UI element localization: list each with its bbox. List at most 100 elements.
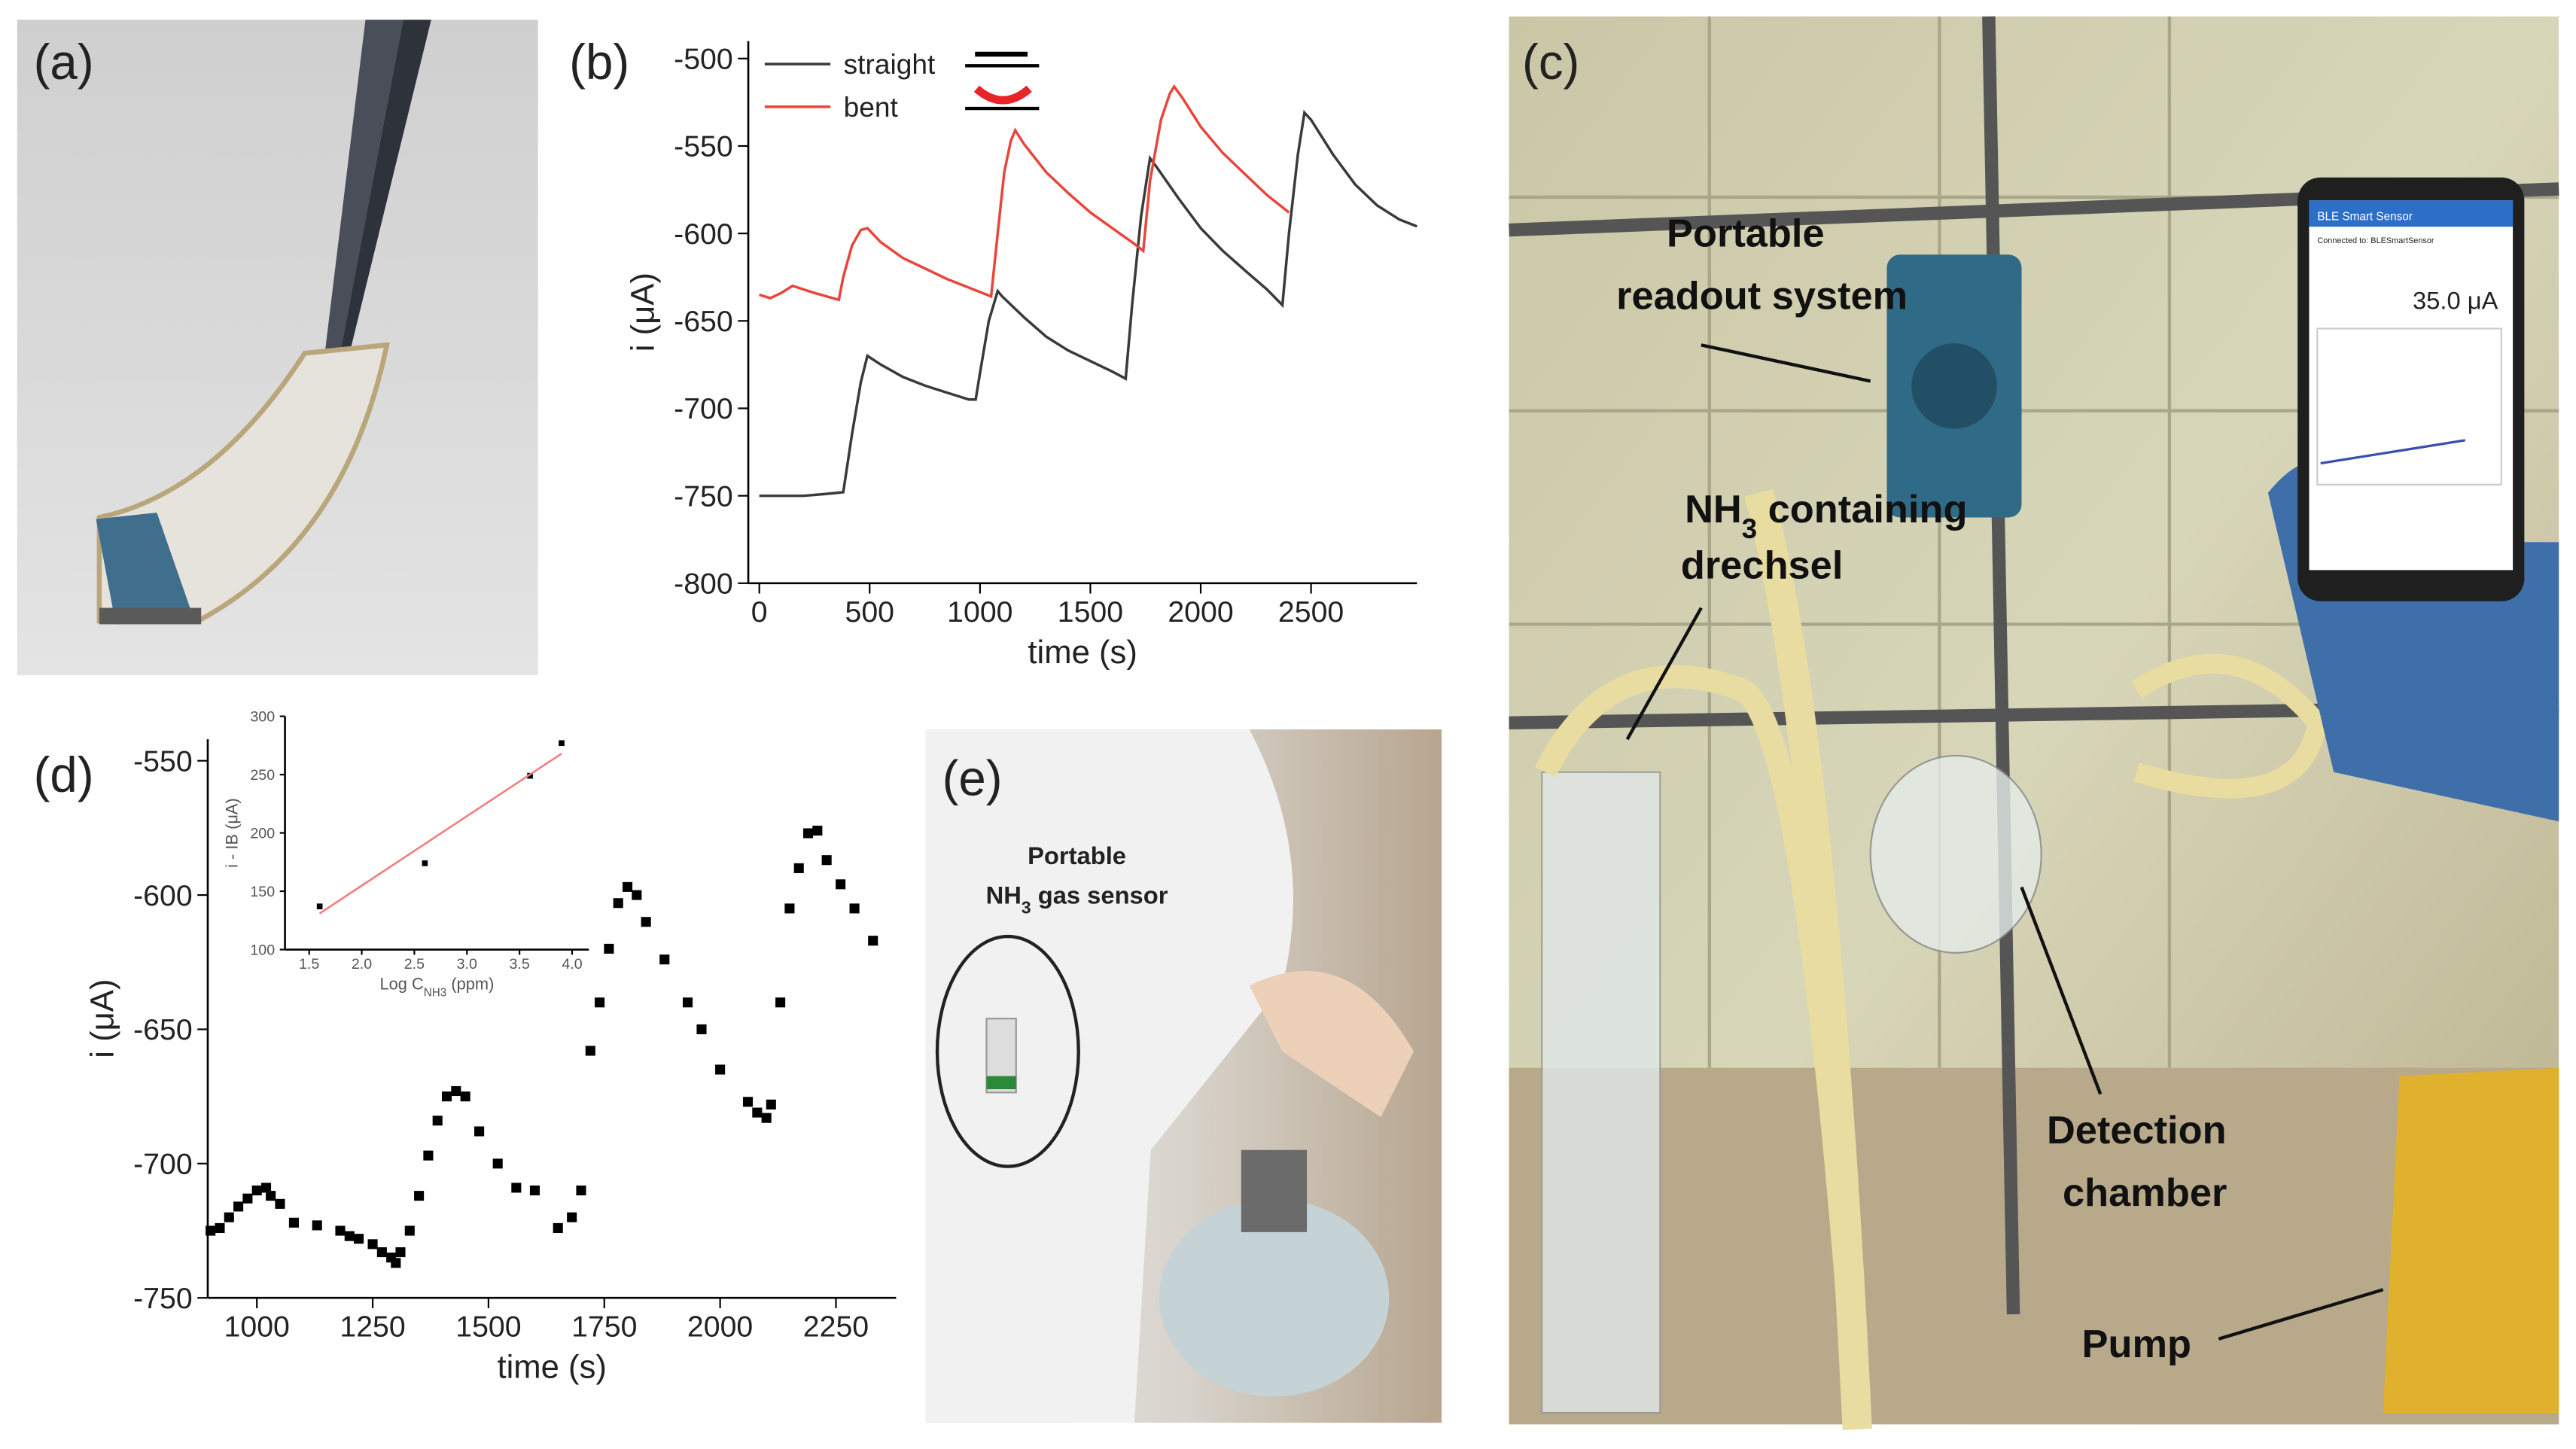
- point: [474, 1126, 485, 1137]
- text-part: containing: [1757, 488, 1967, 531]
- y-tick-label: 150: [250, 884, 275, 900]
- text-part: NH3: [424, 986, 447, 999]
- text-part: Log C: [380, 975, 424, 994]
- y-tick-label: -750: [674, 479, 733, 513]
- text-part: (ppm): [446, 975, 494, 994]
- point: [527, 772, 533, 779]
- y-tick-label: -650: [674, 305, 733, 338]
- point: [553, 1222, 563, 1233]
- annotation: readout system: [1616, 274, 1908, 318]
- x-tick-label: 2500: [1278, 595, 1344, 629]
- x-tick-label: 0: [751, 595, 768, 629]
- point: [432, 1116, 443, 1126]
- x-tick-label: 1750: [571, 1310, 637, 1343]
- point: [242, 1193, 253, 1204]
- line-series: [759, 84, 1290, 302]
- panel-label: (e): [942, 750, 1003, 805]
- point: [715, 1064, 726, 1075]
- y-tick-label: -700: [674, 392, 733, 425]
- y-tick-label: 250: [250, 767, 275, 784]
- line-series: [759, 109, 1417, 498]
- x-tick-label: 2000: [1168, 595, 1233, 629]
- inset-background: [230, 698, 609, 1027]
- legend-icons: [965, 51, 1040, 111]
- x-axis-label: time (s): [497, 1348, 606, 1385]
- y-tick-label: -600: [674, 218, 733, 251]
- point: [451, 1085, 461, 1097]
- point: [585, 1046, 595, 1056]
- y-tick-label: -700: [133, 1148, 193, 1181]
- point: [622, 881, 633, 892]
- point: [849, 903, 860, 914]
- line-series: [318, 753, 562, 915]
- text-part: NH: [986, 881, 1022, 909]
- annotation: Detection: [2047, 1109, 2227, 1152]
- x-tick-label: 1000: [947, 595, 1012, 629]
- x-tick-label: 1000: [224, 1310, 290, 1343]
- point: [868, 936, 878, 946]
- x-tick-label: 2000: [687, 1310, 753, 1343]
- y-tick-label: -650: [133, 1013, 193, 1046]
- point: [354, 1234, 364, 1244]
- annotation: Portable: [1667, 212, 1825, 255]
- point: [682, 997, 693, 1008]
- panel-label: (c): [1522, 35, 1579, 90]
- point: [511, 1183, 522, 1193]
- y-axis-label: i (μA): [84, 979, 120, 1058]
- chart: 1.5 2.0 2.5 3.0 3.5 4.0 100 150 200 250 300 Log CNH…: [223, 708, 589, 999]
- legend-label: straight: [844, 48, 936, 80]
- point: [460, 1091, 470, 1102]
- point: [802, 828, 814, 839]
- point: [312, 1220, 322, 1231]
- y-axis-label: i (μA): [624, 272, 661, 352]
- point: [275, 1198, 285, 1209]
- text-part: 3: [1022, 897, 1031, 917]
- point: [404, 1225, 415, 1236]
- point: [215, 1222, 225, 1233]
- y-tick-label: -550: [133, 744, 193, 778]
- point: [775, 997, 786, 1008]
- x-tick-label: 3.5: [509, 956, 529, 973]
- annotation: NH3 gas sensor: [986, 881, 1168, 917]
- x-axis-label: time (s): [1028, 634, 1137, 671]
- point: [613, 898, 623, 909]
- photo-e: Portable NH3 gas sensor: [925, 729, 1442, 1423]
- point: [576, 1185, 586, 1196]
- panel-label: (d): [34, 747, 94, 802]
- point: [395, 1247, 406, 1258]
- point: [567, 1212, 577, 1222]
- legend-label: bent: [844, 91, 899, 123]
- point: [423, 1150, 434, 1161]
- point: [632, 890, 642, 900]
- point: [288, 1217, 299, 1228]
- point: [793, 863, 804, 873]
- annotation: Portable: [1028, 842, 1126, 869]
- annotation: NH3 containing: [1685, 488, 1967, 544]
- point: [224, 1212, 234, 1222]
- point: [335, 1225, 346, 1236]
- x-tick-label: 1500: [1058, 595, 1123, 629]
- point: [206, 1225, 216, 1236]
- point: [752, 1107, 763, 1118]
- x-tick-label: 2.5: [404, 956, 425, 973]
- point: [492, 1158, 503, 1169]
- point: [233, 1201, 244, 1212]
- y-axis-label: i - IB (μA): [223, 798, 242, 868]
- point: [316, 903, 323, 909]
- point: [641, 917, 651, 927]
- x-axis-label: Log CNH3 (ppm): [380, 975, 495, 1000]
- x-tick-label: 1.5: [299, 956, 319, 973]
- text-part: NH: [1685, 488, 1742, 531]
- point: [376, 1247, 387, 1258]
- panel-label: (a): [34, 35, 94, 90]
- point: [696, 1024, 707, 1034]
- phone-subtitle: Connected to: BLESmartSensor: [2317, 236, 2434, 245]
- y-tick-label: -800: [674, 568, 733, 601]
- y-tick-label: 300: [250, 708, 275, 725]
- point: [251, 1185, 262, 1196]
- point: [367, 1239, 378, 1250]
- point: [742, 1097, 754, 1107]
- y-tick-label: -550: [674, 130, 733, 163]
- point: [836, 879, 846, 890]
